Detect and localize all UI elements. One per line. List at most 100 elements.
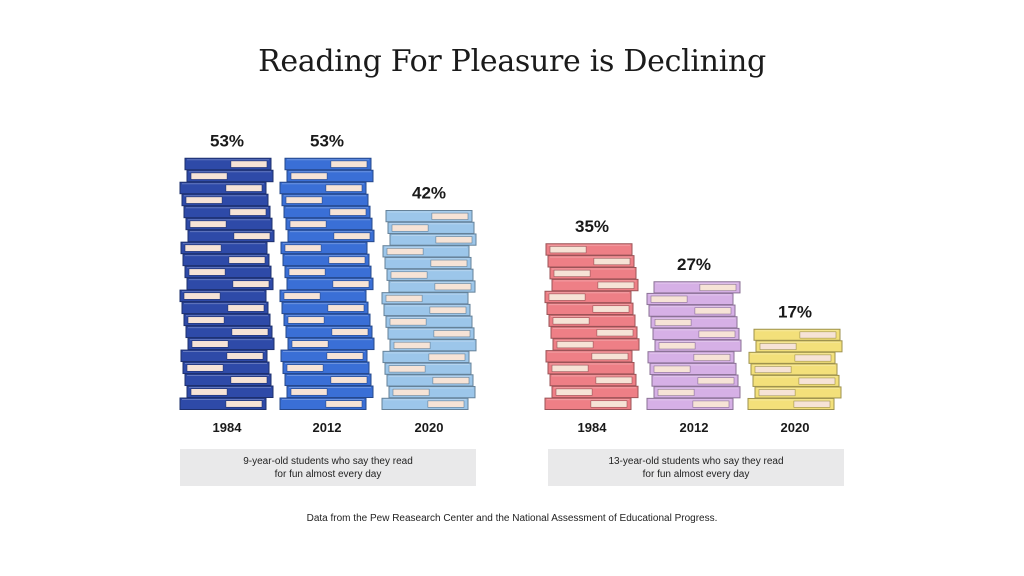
book — [281, 193, 369, 207]
chart-title: Reading For Pleasure is Declining — [258, 44, 766, 79]
book — [186, 385, 274, 399]
book — [549, 267, 637, 280]
book — [283, 205, 371, 219]
book — [646, 292, 734, 306]
book — [185, 217, 273, 231]
percent-label: 17% — [778, 302, 812, 321]
book — [284, 373, 372, 387]
book — [184, 157, 272, 171]
book-stack-bar — [747, 328, 843, 411]
book — [547, 255, 635, 268]
book — [652, 327, 740, 341]
percent-label: 27% — [677, 255, 711, 274]
book — [381, 397, 469, 411]
year-label: 2020 — [415, 420, 444, 435]
book — [284, 157, 372, 171]
book — [545, 350, 633, 363]
book-stack-bar — [381, 210, 477, 411]
book — [185, 325, 273, 339]
book — [384, 362, 472, 375]
book — [286, 385, 374, 399]
book — [747, 397, 835, 411]
book — [285, 217, 373, 231]
book — [547, 362, 635, 375]
book — [384, 256, 472, 270]
book — [181, 301, 269, 315]
book-stack-bar — [646, 281, 742, 411]
book — [186, 169, 274, 183]
year-label: 1984 — [213, 420, 243, 435]
book — [183, 313, 271, 327]
percent-label: 53% — [310, 131, 344, 150]
book-stack-bar — [279, 157, 375, 410]
book — [283, 313, 371, 327]
book — [549, 373, 637, 387]
book — [285, 325, 373, 339]
book — [280, 349, 368, 363]
book — [647, 351, 735, 364]
book — [183, 205, 271, 219]
book — [280, 241, 368, 255]
book — [748, 351, 836, 364]
book — [545, 243, 633, 256]
book — [654, 339, 742, 352]
book — [653, 386, 741, 399]
book — [180, 241, 268, 255]
book — [284, 265, 372, 279]
caption-text: 9-year-old students who say they read fo… — [243, 455, 413, 480]
book — [282, 361, 370, 375]
caption-13-year-olds: 13-year-old students who say they read f… — [548, 449, 844, 486]
book — [179, 289, 267, 303]
book — [389, 339, 477, 352]
book — [544, 397, 632, 410]
book — [552, 338, 640, 351]
book — [381, 292, 469, 305]
book — [388, 280, 476, 293]
book — [648, 304, 736, 317]
book — [279, 181, 367, 195]
book — [385, 315, 473, 328]
percent-label: 35% — [575, 217, 609, 236]
book — [187, 337, 275, 351]
book — [650, 316, 738, 329]
book — [281, 301, 369, 315]
book — [646, 397, 734, 411]
book — [385, 210, 473, 223]
book — [287, 229, 375, 243]
book — [548, 314, 636, 327]
book — [387, 327, 475, 340]
book — [651, 374, 739, 387]
percent-label: 42% — [412, 184, 446, 203]
book — [179, 397, 267, 410]
book — [389, 233, 477, 246]
book — [551, 385, 639, 399]
book — [282, 253, 370, 267]
book — [383, 303, 471, 317]
caption-text: 13-year-old students who say they read f… — [608, 455, 784, 480]
year-label: 2012 — [680, 420, 709, 435]
book — [184, 373, 272, 387]
book — [180, 349, 268, 363]
year-label: 2020 — [781, 420, 810, 435]
book — [182, 361, 270, 375]
book — [546, 302, 634, 315]
book — [750, 363, 838, 376]
year-label: 2012 — [313, 420, 342, 435]
book — [279, 289, 367, 303]
book — [754, 386, 842, 399]
book — [286, 277, 374, 291]
book — [179, 181, 267, 195]
book — [382, 245, 470, 258]
book — [755, 340, 843, 353]
percent-label: 53% — [210, 131, 244, 150]
book — [753, 328, 841, 341]
book — [187, 229, 275, 243]
book — [287, 337, 375, 351]
book — [387, 221, 475, 234]
book-stack-bar — [544, 243, 640, 410]
source-note: Data from the Pew Reasearch Center and t… — [306, 513, 718, 524]
year-label: 1984 — [578, 420, 608, 435]
book — [649, 362, 737, 376]
book — [653, 281, 741, 294]
book — [752, 374, 840, 387]
